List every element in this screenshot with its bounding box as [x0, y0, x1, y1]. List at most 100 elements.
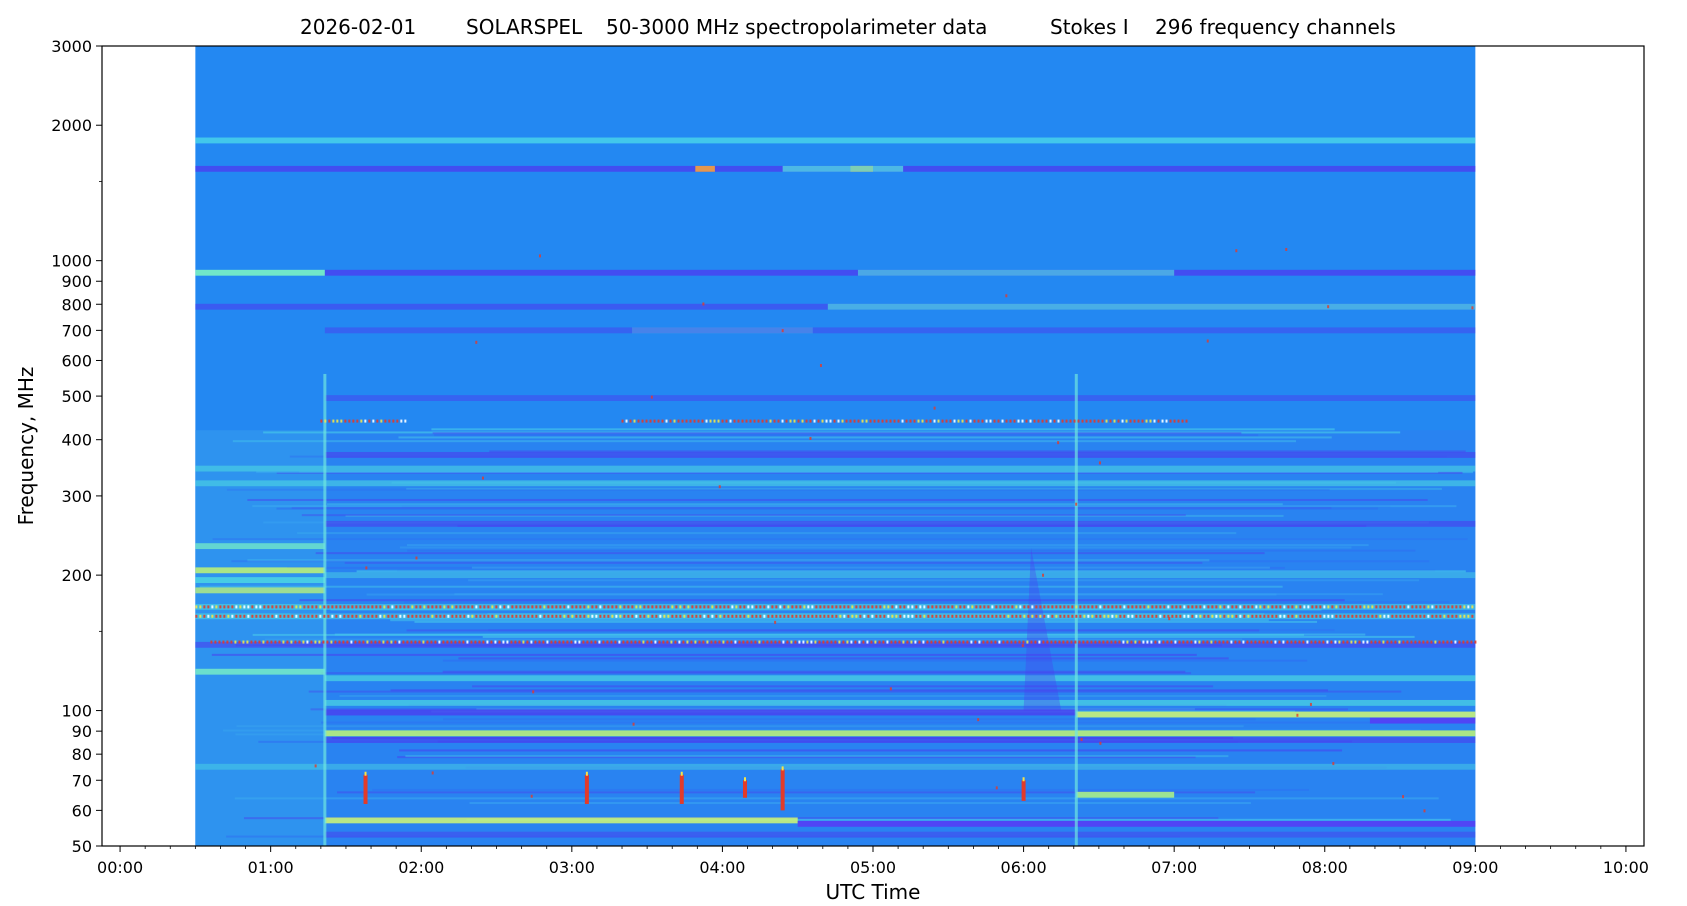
rfi-dot — [923, 614, 926, 618]
rfi-dot — [299, 605, 302, 609]
rfi-dot — [899, 605, 902, 609]
rfi-dot — [219, 605, 222, 609]
rfi-dot — [314, 640, 317, 644]
rfi-dot — [903, 614, 906, 618]
rfi-dot — [826, 640, 829, 644]
rfi-dot — [1041, 419, 1044, 423]
rfi-dot — [1194, 640, 1197, 644]
rfi-dot — [647, 605, 650, 609]
rfi-dot — [963, 614, 966, 618]
rfi-dot — [1017, 419, 1020, 423]
rfi-dot — [919, 614, 922, 618]
rfi-dot — [515, 614, 518, 618]
rfi-dot — [543, 605, 546, 609]
x-tick-label: 10:00 — [1603, 858, 1649, 877]
rfi-dot — [1371, 614, 1374, 618]
rfi-dot — [1183, 605, 1186, 609]
rfi-dot — [1005, 419, 1008, 423]
rfi-dot — [579, 614, 582, 618]
rfi-dot — [527, 614, 530, 618]
rfi-dot — [615, 605, 618, 609]
rfi-dot — [455, 614, 458, 618]
rfi-dot — [1231, 614, 1234, 618]
cut-line — [1074, 373, 1078, 846]
rfi-dot — [454, 640, 457, 644]
rfi-dot — [587, 605, 590, 609]
rfi-dot — [819, 605, 822, 609]
rfi-dot — [781, 419, 784, 423]
rfi-dot — [303, 605, 306, 609]
rfi-dot — [395, 614, 398, 618]
x-tick-label: 03:00 — [549, 858, 595, 877]
rfi-dot — [657, 419, 660, 423]
rfi-dot — [862, 640, 865, 644]
rfi-dot — [1226, 640, 1229, 644]
rfi-speck — [809, 436, 812, 440]
rfi-dot — [743, 605, 746, 609]
rfi-speck — [632, 722, 635, 726]
rfi-speck — [1075, 502, 1078, 506]
rfi-dot — [1055, 614, 1058, 618]
rfi-dot — [471, 605, 474, 609]
emission-band — [324, 737, 1476, 743]
rfi-dot — [1359, 605, 1362, 609]
rfi-dot — [721, 419, 724, 423]
rfi-dot — [1190, 640, 1193, 644]
rfi-dot — [783, 614, 786, 618]
rfi-dot — [883, 614, 886, 618]
rfi-dot — [207, 605, 210, 609]
rfi-dot — [1173, 419, 1176, 423]
rfi-dot — [991, 605, 994, 609]
rfi-dot — [771, 614, 774, 618]
rfi-dot — [963, 605, 966, 609]
rfi-dot — [954, 640, 957, 644]
rfi-dot — [455, 605, 458, 609]
rfi-dot — [761, 419, 764, 423]
rfi-dot — [793, 419, 796, 423]
rfi-dot — [360, 419, 363, 423]
rfi-dot — [347, 605, 350, 609]
rfi-dot — [971, 605, 974, 609]
rfi-dot — [891, 605, 894, 609]
rfi-dot — [1242, 640, 1245, 644]
rfi-dot — [762, 640, 765, 644]
rfi-dot — [1045, 419, 1048, 423]
texture-line — [469, 802, 1251, 805]
rfi-dot — [595, 605, 598, 609]
rfi-dot — [913, 419, 916, 423]
rfi-dot — [1105, 419, 1108, 423]
rfi-dot — [1467, 614, 1470, 618]
rfi-dot — [1222, 640, 1225, 644]
rfi-dot — [685, 419, 688, 423]
rfi-dot — [755, 605, 758, 609]
rfi-dot — [1019, 614, 1022, 618]
rfi-dot — [1162, 640, 1165, 644]
rfi-dot — [1470, 640, 1473, 644]
rfi-dot — [1263, 614, 1266, 618]
rfi-dot — [336, 419, 339, 423]
rfi-dot — [427, 614, 430, 618]
rfi-dot — [651, 614, 654, 618]
rfi-dot — [1143, 614, 1146, 618]
rfi-dot — [559, 614, 562, 618]
rfi-dot — [1387, 614, 1390, 618]
rfi-dot — [1087, 614, 1090, 618]
texture-line — [344, 561, 1203, 564]
rfi-dot — [1171, 605, 1174, 609]
rfi-dot — [889, 419, 892, 423]
rfi-dot — [1371, 605, 1374, 609]
rfi-dot — [835, 605, 838, 609]
rfi-dot — [307, 605, 310, 609]
rfi-dot — [551, 614, 554, 618]
rfi-dot — [447, 605, 450, 609]
rfi-dot — [431, 605, 434, 609]
rfi-dot — [926, 640, 929, 644]
rfi-dot — [459, 605, 462, 609]
rfi-dot — [519, 605, 522, 609]
rfi-dot — [1334, 640, 1337, 644]
rfi-dot — [1143, 605, 1146, 609]
rfi-dot — [478, 640, 481, 644]
rfi-dot — [697, 419, 700, 423]
rfi-dot — [807, 614, 810, 618]
rfi-dot — [1082, 640, 1085, 644]
